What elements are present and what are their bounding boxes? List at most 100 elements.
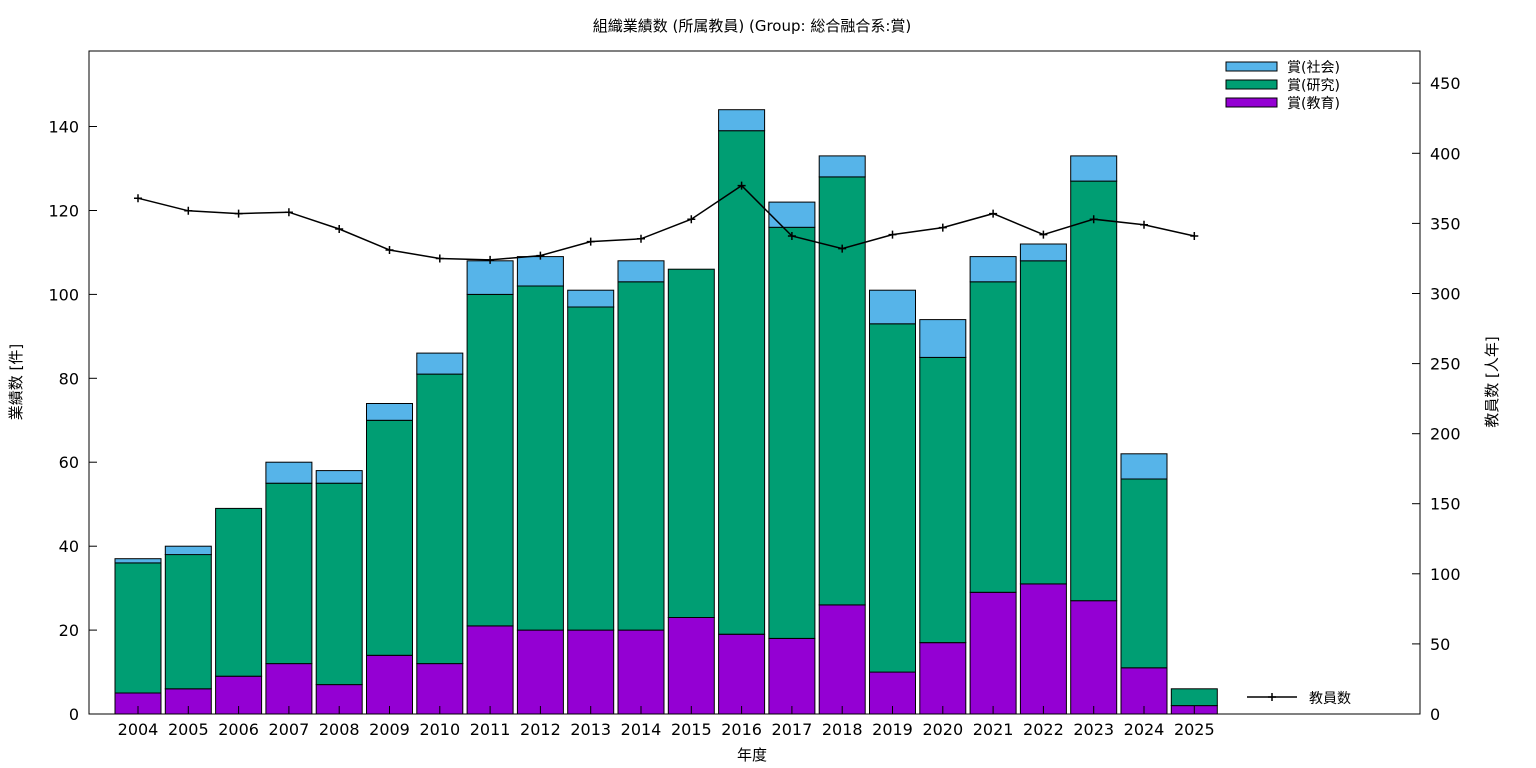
x-tick-label-2009: 2009 xyxy=(369,720,410,739)
y2-tick-label-350: 350 xyxy=(1430,214,1461,233)
bar-2016-s1 xyxy=(718,130,766,635)
line-point-2014 xyxy=(637,234,645,243)
bar-2012-s1 xyxy=(516,285,564,631)
bar-2010-s1 xyxy=(416,373,464,665)
bar-2007-s1 xyxy=(265,482,313,665)
bar-2011-s0 xyxy=(466,625,514,715)
line-point-2020 xyxy=(938,223,947,232)
bar-2023-s2 xyxy=(1070,155,1118,182)
line-point-2022 xyxy=(1039,230,1048,239)
bar-2009-s0 xyxy=(366,654,413,715)
bar-2010-s2 xyxy=(416,352,464,375)
plot-frame xyxy=(88,50,1421,715)
y2-tick-label-50: 50 xyxy=(1430,635,1450,654)
bar-2016-s2 xyxy=(718,109,766,132)
x-tick-label-2017: 2017 xyxy=(772,720,813,739)
bar-2018-s1 xyxy=(818,176,866,606)
line-point-2024 xyxy=(1140,220,1148,229)
line-point-2023 xyxy=(1089,215,1098,224)
y-axis-label: 業績数 [件] xyxy=(7,344,25,420)
x-tick-label-2010: 2010 xyxy=(419,720,460,739)
x-tick-label-2024: 2024 xyxy=(1124,720,1165,739)
bar-2013-s1 xyxy=(567,306,615,631)
y2-tick-label-200: 200 xyxy=(1430,425,1461,444)
legend-label-s2: 賞(社会) xyxy=(1287,60,1340,76)
x-tick-label-2007: 2007 xyxy=(269,720,310,739)
bar-2017-s0 xyxy=(768,638,816,715)
bar-2009-s1 xyxy=(366,419,413,656)
line-point-2004 xyxy=(134,194,142,203)
bar-2025-s1 xyxy=(1170,688,1218,707)
bar-2017-s2 xyxy=(768,201,816,228)
y2-axis-label: 教員数 [人年] xyxy=(1483,336,1501,427)
y-tick-label-20: 20 xyxy=(59,621,79,640)
bar-2013-s2 xyxy=(567,289,615,308)
bar-2013-s0 xyxy=(567,629,615,715)
bar-2005-s1 xyxy=(164,554,212,690)
bars-layer xyxy=(114,109,1218,715)
bar-2023-s0 xyxy=(1070,600,1118,715)
y-tick-label-0: 0 xyxy=(69,705,79,724)
bar-2006-s1 xyxy=(215,507,263,677)
bar-2014-s1 xyxy=(617,281,665,631)
x-tick-label-2018: 2018 xyxy=(822,720,863,739)
legend-label-line: 教員数 xyxy=(1309,691,1351,707)
line-layer xyxy=(134,181,1199,264)
y2-tick-label-100: 100 xyxy=(1430,565,1461,584)
bar-2023-s1 xyxy=(1070,180,1118,602)
y-tick-label-140: 140 xyxy=(48,118,79,137)
x-tick-label-2023: 2023 xyxy=(1073,720,1114,739)
bar-2015-s0 xyxy=(667,617,715,715)
legend-label-s0: 賞(教育) xyxy=(1287,96,1340,112)
bar-2020-s2 xyxy=(919,319,967,358)
bar-2021-s0 xyxy=(969,591,1017,715)
chart-title: 組織業績数 (所属教員) (Group: 総合融合系:賞) xyxy=(593,17,912,35)
y2-tick-label-250: 250 xyxy=(1430,355,1461,374)
legend-swatch-s2 xyxy=(1225,61,1278,72)
bar-2012-s2 xyxy=(516,256,564,287)
legend-swatch-s1 xyxy=(1225,79,1278,90)
y-tick-label-60: 60 xyxy=(59,453,79,472)
y2-tick-label-150: 150 xyxy=(1430,495,1461,514)
x-axis-label: 年度 xyxy=(737,746,767,764)
bar-2004-s2 xyxy=(114,558,162,564)
bar-2019-s2 xyxy=(869,289,916,325)
bar-2015-s1 xyxy=(667,268,715,618)
x-tick-label-2013: 2013 xyxy=(570,720,611,739)
bar-2021-s2 xyxy=(969,256,1017,283)
y-tick-label-120: 120 xyxy=(48,202,79,221)
line-point-2025 xyxy=(1190,232,1199,240)
bar-2004-s1 xyxy=(114,562,162,694)
x-tick-label-2005: 2005 xyxy=(168,720,209,739)
line-point-2021 xyxy=(989,209,998,218)
x-tick-label-2016: 2016 xyxy=(721,720,762,739)
bar-2020-s0 xyxy=(919,642,967,715)
line-point-2013 xyxy=(586,237,595,246)
line-point-2012 xyxy=(536,251,545,260)
bar-2020-s1 xyxy=(919,356,967,644)
legend-line-marker xyxy=(1268,693,1276,701)
x-tick-label-2019: 2019 xyxy=(872,720,913,739)
x-tick-label-2012: 2012 xyxy=(520,720,561,739)
bar-2022-s0 xyxy=(1019,583,1067,715)
x-tick-label-2014: 2014 xyxy=(621,720,662,739)
x-tick-label-2004: 2004 xyxy=(118,720,159,739)
bar-2017-s1 xyxy=(768,226,816,639)
bar-2022-s2 xyxy=(1019,243,1067,262)
line-point-2010 xyxy=(435,254,444,263)
line-faculty-count xyxy=(137,184,1195,261)
bar-2022-s1 xyxy=(1019,260,1067,585)
y2-tick-label-300: 300 xyxy=(1430,285,1461,304)
legend-label-s1: 賞(研究) xyxy=(1287,78,1340,94)
y2-axis: 0 50 100 150 200 250 300 350 400 450 xyxy=(1412,74,1461,724)
x-tick-label-2006: 2006 xyxy=(218,720,259,739)
y2-tick-label-400: 400 xyxy=(1430,144,1461,163)
bar-2024-s2 xyxy=(1120,453,1168,480)
y-axis: 0 20 40 60 80 100 120 140 xyxy=(48,118,97,724)
legend: 賞(社会) 賞(研究) 賞(教育) 教員数 xyxy=(1225,60,1351,707)
legend-swatch-s0 xyxy=(1225,97,1278,108)
bar-2008-s2 xyxy=(315,470,363,484)
bar-2008-s1 xyxy=(315,482,363,686)
line-point-2017 xyxy=(787,232,796,240)
bar-2009-s2 xyxy=(366,403,413,421)
